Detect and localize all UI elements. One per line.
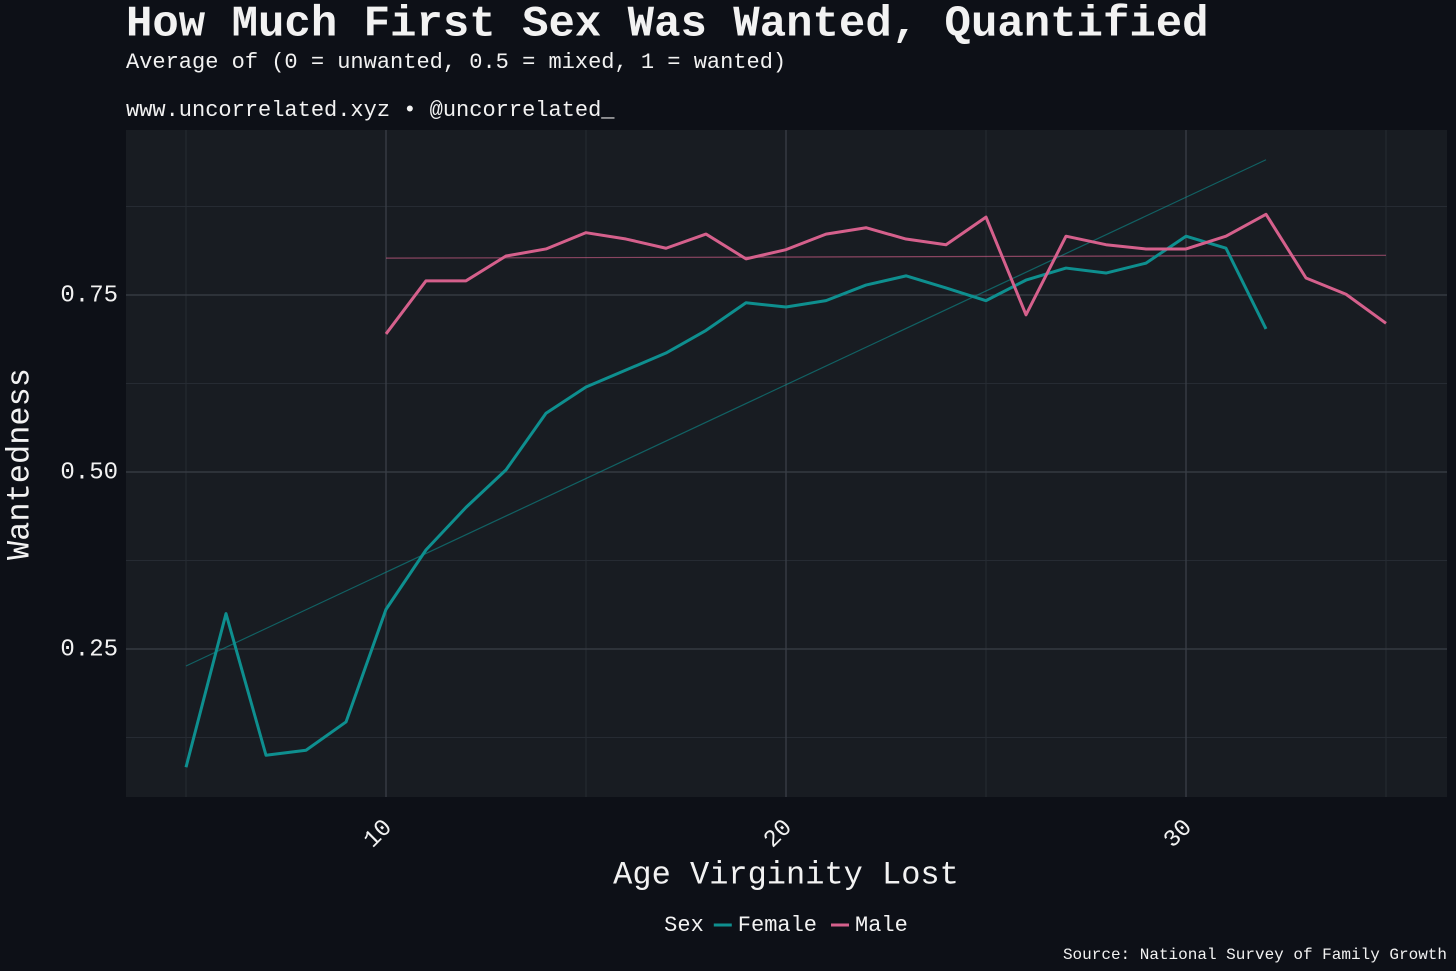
series-line [384, 212, 1387, 335]
y-tick-label: 0.50 [60, 459, 118, 486]
credit: www.uncorrelated.xyz • @uncorrelated_ [126, 98, 615, 123]
legend-label: Female [738, 913, 817, 938]
trend-line [385, 254, 1387, 259]
chart-title: How Much First Sex Was Wanted, Quantifie… [126, 0, 1209, 50]
trend-line [185, 159, 1267, 667]
legend: Sex Female Male [664, 913, 908, 938]
legend-title: Sex [664, 913, 704, 938]
subtitle: Average of (0 = unwanted, 0.5 = mixed, 1… [126, 50, 786, 75]
y-tick-label: 0.75 [60, 282, 118, 309]
x-axis-title: Age Virginity Lost [613, 856, 959, 893]
y-tick-label: 0.25 [60, 636, 118, 663]
grid: 10 20 300.250.500.75 [60, 130, 1447, 854]
y-axis-title: Wantedness [1, 368, 38, 560]
caption: Source: National Survey of Family Growth [1063, 946, 1447, 964]
marks [184, 159, 1387, 768]
legend-label: Male [855, 913, 908, 938]
series-line [184, 234, 1268, 768]
